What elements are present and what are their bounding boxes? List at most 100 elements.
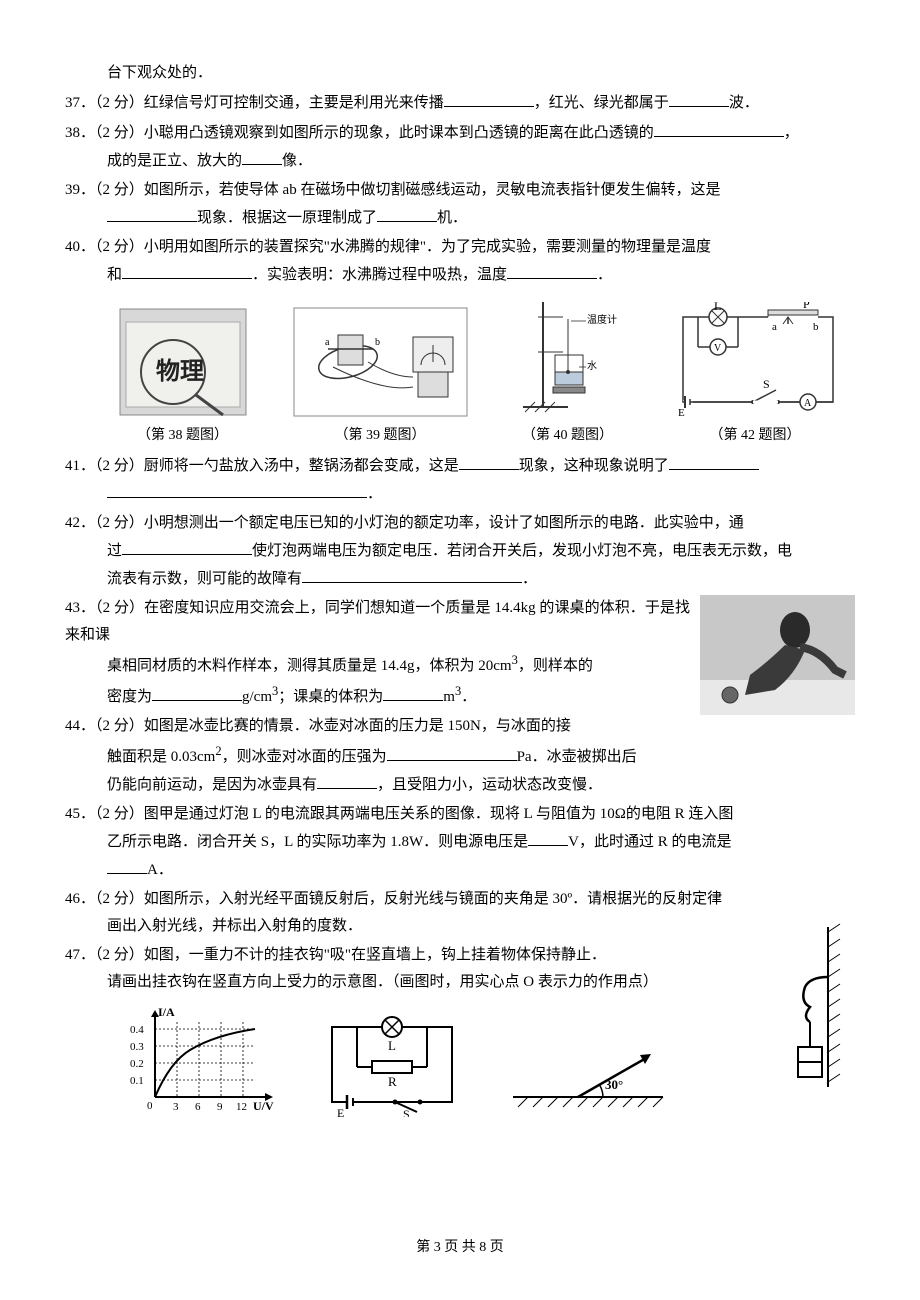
- q41-t2: 现象，这种现象说明了: [519, 458, 669, 474]
- blank: [444, 89, 534, 107]
- q-points: （2 分）: [95, 95, 144, 111]
- blank: [669, 452, 759, 470]
- blank: [317, 771, 377, 789]
- q-points: （2 分）: [95, 515, 144, 531]
- q45-t2: 乙所示电路．闭合开关 S，L 的实际功率为 1.8W．则电源电压是: [107, 834, 528, 850]
- fig42-svg: L P a b V E S: [668, 302, 843, 417]
- fig42: L P a b V E S: [668, 302, 843, 448]
- q-points: （2 分）: [95, 806, 144, 822]
- fig38: 物理 （第 38 题图）: [118, 307, 248, 448]
- q40-t3: ．实验表明：水沸腾过程中吸热，温度: [252, 267, 507, 283]
- q44-t4: Pa．冰壶被掷出后: [517, 749, 637, 765]
- q37-t3: 波．: [729, 95, 759, 111]
- q-points: （2 分）: [95, 182, 144, 198]
- svg-text:I/A: I/A: [158, 1005, 175, 1019]
- fig42-caption: （第 42 题图）: [710, 423, 801, 448]
- q47-t1: 如图，一重力不计的挂衣钩"吸"在竖直墙上，钩上挂着物体保持静止．: [144, 947, 606, 963]
- fig40-svg: 温度计 水: [513, 297, 623, 417]
- q-num: 46．: [65, 891, 95, 907]
- q41-t1: 厨师将一勺盐放入汤中，整锅汤都会变咸，这是: [144, 458, 459, 474]
- q-num: 39．: [65, 182, 95, 198]
- blank: [377, 204, 437, 222]
- svg-text:0.2: 0.2: [130, 1058, 144, 1070]
- q39-t2: 现象．根据这一原理制成了: [197, 210, 377, 226]
- q47-t2: 请画出挂衣钩在竖直方向上受力的示意图．（画图时，用实心点 O 表示力的作用点）: [107, 974, 658, 990]
- fig38-svg: 物理: [118, 307, 248, 417]
- q-points: （2 分）: [95, 239, 144, 255]
- q39-t1: 如图所示，若使导体 ab 在磁场中做切割磁感线运动，灵敏电流表指针便发生偏转，这…: [144, 182, 721, 198]
- q38-t1: 小聪用凸透镜观察到如图所示的现象，此时课本到凸透镜的距离在此凸透镜的: [144, 125, 654, 141]
- svg-text:E: E: [678, 407, 685, 417]
- q37-t1: 红绿信号灯可控制交通，主要是利用光来传播: [144, 95, 444, 111]
- q-num: 37．: [65, 95, 95, 111]
- q40-t2: 和: [107, 267, 122, 283]
- q-num: 45．: [65, 806, 95, 822]
- svg-text:3: 3: [173, 1101, 179, 1113]
- fig40-caption: （第 40 题图）: [522, 423, 613, 448]
- svg-text:L: L: [714, 302, 721, 313]
- svg-text:30°: 30°: [605, 1077, 623, 1092]
- q-continuation: 台下观众处的．: [65, 60, 855, 87]
- page-footer: 第 3 页 共 8 页: [0, 1235, 920, 1260]
- q47: 47．（2 分）如图，一重力不计的挂衣钩"吸"在竖直墙上，钩上挂着物体保持静止．…: [65, 942, 855, 996]
- q-num: 38．: [65, 125, 95, 141]
- q-num: 42．: [65, 515, 95, 531]
- q37-t2: ，红光、绿光都属于: [534, 95, 669, 111]
- fig44-img: [700, 595, 855, 715]
- q45-t4: A．: [147, 862, 173, 878]
- q42-t3: 使灯泡两端电压为额定电压．若闭合开关后，发现小灯泡不亮，电压表无示数，电: [252, 543, 792, 559]
- blank: [302, 565, 522, 583]
- q43-t5: g/cm: [242, 689, 272, 705]
- svg-text:6: 6: [195, 1101, 201, 1113]
- blank: [107, 204, 197, 222]
- blank: [387, 743, 517, 761]
- q41-t3: ．: [367, 486, 382, 502]
- svg-text:P: P: [803, 302, 810, 311]
- svg-text:12: 12: [236, 1101, 247, 1113]
- svg-text:水: 水: [587, 360, 597, 372]
- q43-t1: 在密度知识应用交流会上，同学们想知道一个质量是 14.4kg 的课桌的体积．于是…: [65, 600, 690, 643]
- svg-text:物理: 物理: [156, 358, 204, 385]
- fig39-svg: a b: [293, 307, 468, 417]
- fig39-caption: （第 39 题图）: [335, 423, 426, 448]
- q43-t7: m: [443, 689, 455, 705]
- q41: 41．（2 分）厨师将一勺盐放入汤中，整锅汤都会变咸，这是现象，这种现象说明了 …: [65, 452, 855, 508]
- q44-t3: ，则冰壶对冰面的压强为: [222, 749, 387, 765]
- q44-t5: 仍能向前运动，是因为冰壶具有: [107, 777, 317, 793]
- svg-text:S: S: [763, 377, 770, 391]
- q42-t5: ．: [522, 571, 537, 587]
- svg-text:V: V: [714, 343, 722, 354]
- fig45-circuit: L R E S: [317, 1012, 467, 1117]
- q45-t3: V，此时通过 R 的电流是: [568, 834, 731, 850]
- q-points: （2 分）: [95, 458, 144, 474]
- blank: [669, 89, 729, 107]
- q44: 44．（2 分）如图是冰壶比赛的情景．冰壶对冰面的压力是 150N，与冰面的接 …: [65, 713, 855, 799]
- fig39: a b （第 39 题图）: [293, 307, 468, 448]
- q-points: （2 分）: [95, 947, 144, 963]
- blank: [242, 147, 282, 165]
- fig38-caption: （第 38 题图）: [137, 423, 228, 448]
- q46-t2: 画出入射光线，并标出入射角的度数．: [107, 918, 362, 934]
- q38-t2: ，: [784, 125, 799, 141]
- svg-text:L: L: [388, 1038, 396, 1053]
- q44-t6: ，且受阻力小，运动状态改变慢．: [377, 777, 602, 793]
- q38-t4: 像．: [282, 153, 312, 169]
- blank: [107, 480, 367, 498]
- pretext: 台下观众处的．: [107, 65, 212, 81]
- q39: 39．（2 分）如图所示，若使导体 ab 在磁场中做切割磁感线运动，灵敏电流表指…: [65, 177, 855, 232]
- svg-text:S: S: [403, 1107, 410, 1117]
- fig46-mirror: 30°: [503, 1032, 673, 1117]
- q40: 40．（2 分）小明用如图所示的装置探究"水沸腾的规律"．为了完成实验，需要测量…: [65, 234, 855, 289]
- fig40: 温度计 水 （第 40 题图）: [513, 297, 623, 448]
- blank: [654, 119, 784, 137]
- q-num: 40．: [65, 239, 95, 255]
- svg-text:A: A: [804, 398, 812, 409]
- svg-text:U/V: U/V: [253, 1099, 274, 1113]
- q40-t1: 小明用如图所示的装置探究"水沸腾的规律"．为了完成实验，需要测量的物理量是温度: [144, 239, 711, 255]
- svg-text:R: R: [388, 1074, 397, 1089]
- q-num: 44．: [65, 718, 95, 734]
- blank: [383, 683, 443, 701]
- q40-t4: ．: [597, 267, 612, 283]
- bottom-figures: 0.4 0.3 0.2 0.1 0 3 6 9 12 I/A U/V L R E…: [125, 1002, 770, 1117]
- svg-text:9: 9: [217, 1101, 223, 1113]
